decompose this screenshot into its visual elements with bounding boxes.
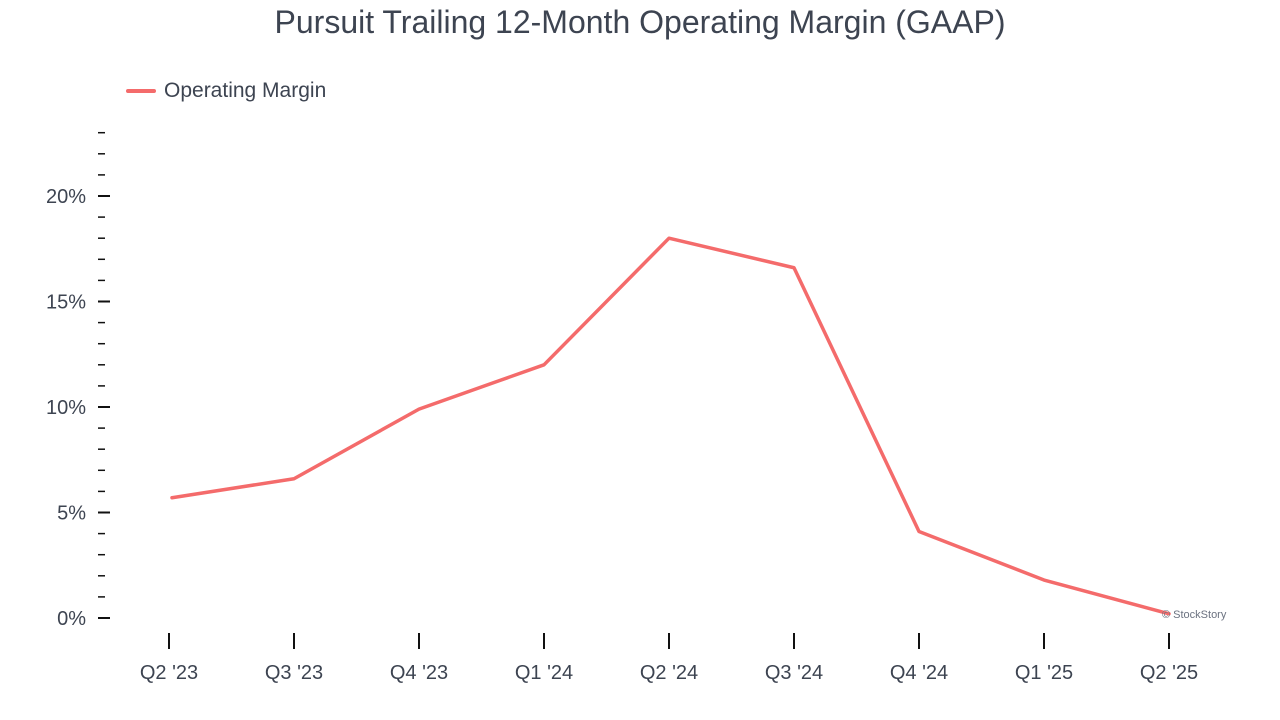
- series-points: [170, 236, 1171, 616]
- x-tick-label: Q4 '24: [890, 662, 948, 684]
- x-tick-label: Q2 '24: [640, 662, 698, 684]
- legend-swatch-operating-margin: [126, 89, 156, 93]
- x-tick-label: Q1 '25: [1015, 662, 1073, 684]
- x-tick-label: Q3 '23: [265, 662, 323, 684]
- series-line-operating-margin: [170, 236, 1171, 616]
- x-axis: Q2 '23 Q3 '23 Q4 '23 Q1 '24 Q2 '24 Q3 '24 Q4 '…: [140, 633, 1198, 684]
- x-tick-label: Q2 '23: [140, 662, 198, 684]
- watermark: © StockStory: [1162, 609, 1227, 621]
- y-axis: 0% 5% 10% 15% 20%: [46, 131, 110, 630]
- y-tick-label: 20%: [46, 186, 86, 208]
- x-tick-label: Q2 '25: [1140, 662, 1198, 684]
- legend: Operating Margin: [126, 79, 326, 103]
- chart-title: Pursuit Trailing 12-Month Operating Marg…: [274, 4, 1006, 40]
- x-tick-label: Q3 '24: [765, 662, 823, 684]
- x-tick-label: Q4 '23: [390, 662, 448, 684]
- y-tick-label: 15%: [46, 292, 86, 314]
- y-tick-label: 10%: [46, 397, 86, 419]
- y-tick-label: 0%: [57, 608, 86, 630]
- x-tick-label: Q1 '24: [515, 662, 573, 684]
- legend-label-operating-margin: Operating Margin: [164, 79, 327, 102]
- y-tick-label: 5%: [57, 503, 86, 525]
